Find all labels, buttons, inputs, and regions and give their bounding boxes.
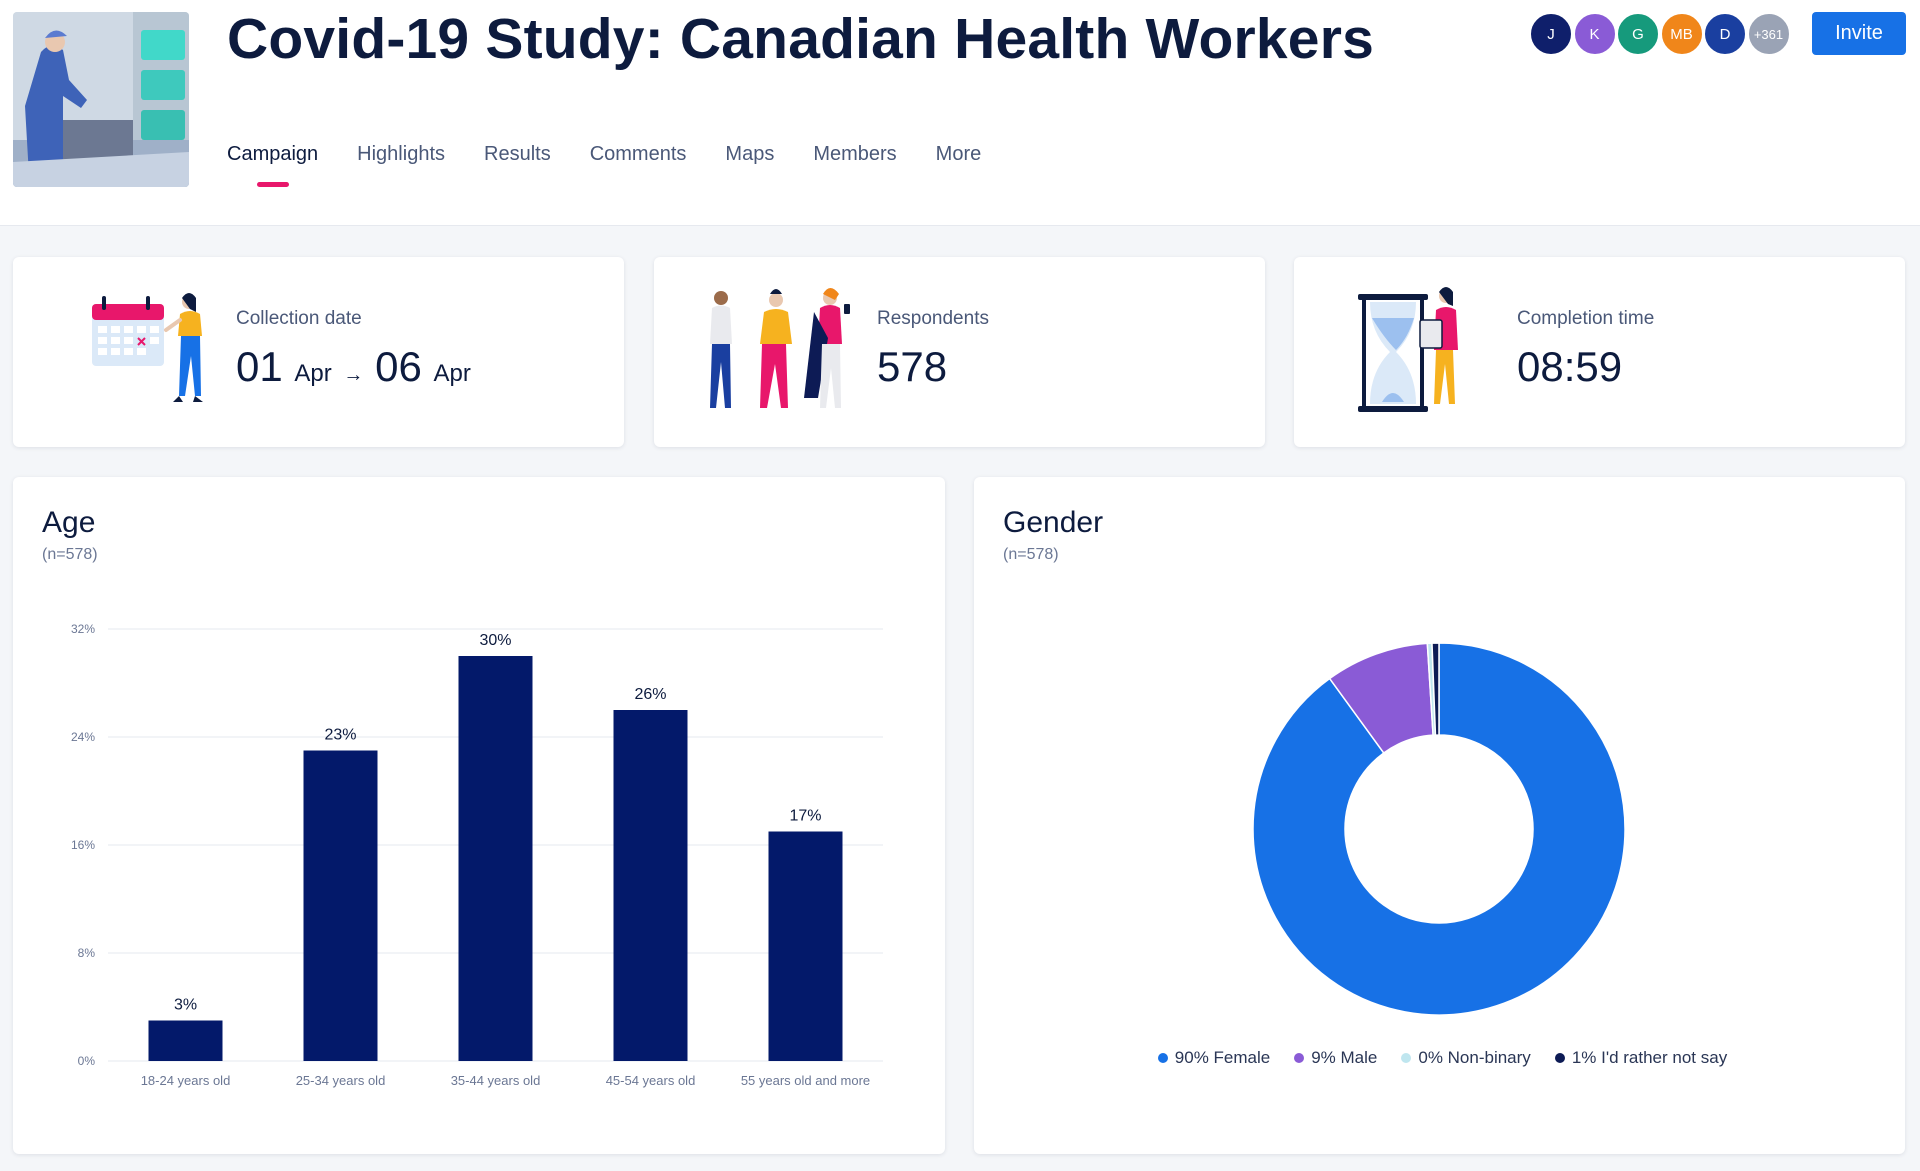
y-tick-label: 8% (78, 946, 96, 960)
legend-label: 90% Female (1174, 1048, 1271, 1067)
collection-date-card: Collection date 01 Apr → 06 Apr (13, 257, 624, 447)
avatar[interactable]: J (1529, 12, 1573, 56)
campaign-thumbnail (13, 12, 189, 187)
gender-chart-title: Gender (1003, 506, 1104, 539)
member-avatars[interactable]: J K G MB D +361 (1529, 12, 1791, 56)
legend-entry: 90% Female (1157, 1048, 1271, 1068)
age-chart-title: Age (42, 506, 96, 539)
bar (148, 1020, 223, 1061)
legend-label: 1% I'd rather not say (1571, 1048, 1728, 1067)
y-tick-label: 16% (71, 838, 95, 852)
campaign-tabs: Campaign Highlights Results Comments Map… (227, 140, 1020, 190)
age-bar-chart: 0% 8% 16% 24% 32% 3% 18-24 years old 23% 25-34 y… (71, 622, 883, 1088)
age-chart-panel: Age (n=578) 0% 8% 16% 24% 32% 3% 18-24 years o… (13, 477, 945, 1154)
hourglass-illustration-icon (1358, 287, 1458, 412)
tab-results[interactable]: Results (484, 143, 551, 165)
end-day: 06 (375, 343, 422, 390)
gender-chart-subtitle: (n=578) (1003, 546, 1059, 563)
y-tick-label: 24% (71, 730, 95, 744)
tab-more[interactable]: More (935, 143, 982, 165)
respondents-value: 578 (877, 343, 948, 390)
x-tick-label: 35-44 years old (451, 1073, 541, 1088)
legend-label: 0% Non-binary (1418, 1048, 1531, 1067)
avatar[interactable]: D (1703, 12, 1747, 56)
more-members-count[interactable]: +361 (1746, 12, 1791, 56)
avatar[interactable]: MB (1659, 12, 1704, 56)
bar-value-label: 23% (324, 727, 356, 744)
tab-members[interactable]: Members (813, 143, 897, 165)
legend-dot-icon (1294, 1053, 1305, 1063)
collection-date-label: Collection date (236, 308, 362, 329)
completion-time-value: 08:59 (1517, 343, 1623, 390)
bar-value-label: 30% (479, 632, 511, 649)
legend-label: 9% Male (1311, 1048, 1378, 1067)
avatar[interactable]: G (1616, 12, 1660, 56)
page-header: Covid-19 Study: Canadian Health Workers … (0, 0, 1920, 226)
x-tick-label: 25-34 years old (296, 1073, 386, 1088)
respondents-label: Respondents (877, 308, 989, 329)
bar (613, 710, 688, 1061)
age-chart-subtitle: (n=578) (42, 546, 98, 563)
bar-value-label: 3% (174, 997, 197, 1014)
tab-campaign[interactable]: Campaign (227, 140, 318, 190)
bar (303, 750, 378, 1061)
legend-dot-icon (1401, 1053, 1412, 1063)
arrow-right-icon: → (343, 364, 364, 386)
legend-dot-icon (1157, 1053, 1168, 1063)
invite-button[interactable]: Invite (1812, 12, 1906, 55)
tab-comments[interactable]: Comments (589, 143, 687, 165)
end-month: Apr (433, 360, 471, 387)
pie-slice (1431, 642, 1440, 736)
x-tick-label: 55 years old and more (741, 1073, 870, 1088)
people-illustration-icon (710, 288, 850, 408)
bar (768, 831, 843, 1061)
x-tick-label: 18-24 years old (141, 1073, 231, 1088)
gender-chart-panel: Gender (n=578) 90% Female 9% Male 0% Non-b… (974, 477, 1905, 1154)
collection-date-value: 01 Apr → 06 Apr (236, 343, 471, 391)
page-title: Covid-19 Study: Canadian Health Workers (227, 7, 1374, 71)
tab-highlights[interactable]: Highlights (357, 143, 445, 165)
completion-time-card: Completion time 08:59 (1294, 257, 1905, 447)
tab-maps[interactable]: Maps (725, 143, 775, 165)
completion-time-label: Completion time (1517, 308, 1655, 329)
x-tick-label: 45-54 years old (606, 1073, 696, 1088)
gender-donut-chart (1252, 642, 1626, 1016)
calendar-illustration-icon (92, 293, 203, 402)
start-day: 01 (236, 343, 283, 390)
y-tick-label: 0% (78, 1054, 96, 1068)
legend-dot-icon (1554, 1053, 1565, 1063)
y-tick-label: 32% (71, 622, 95, 636)
start-month: Apr (294, 360, 332, 387)
bar-value-label: 26% (634, 686, 666, 703)
respondents-card: Respondents 578 (654, 257, 1265, 447)
legend-entry: 9% Male (1294, 1048, 1377, 1068)
pie-slice (1252, 642, 1626, 1016)
avatar[interactable]: K (1572, 12, 1617, 56)
bar (458, 656, 533, 1061)
gender-legend: 90% Female 9% Male 0% Non-binary 1% I'd rat… (974, 1048, 1911, 1068)
bar-value-label: 17% (789, 808, 821, 825)
legend-entry: 0% Non-binary (1401, 1048, 1531, 1068)
legend-entry: 1% I'd rather not say (1554, 1048, 1728, 1068)
